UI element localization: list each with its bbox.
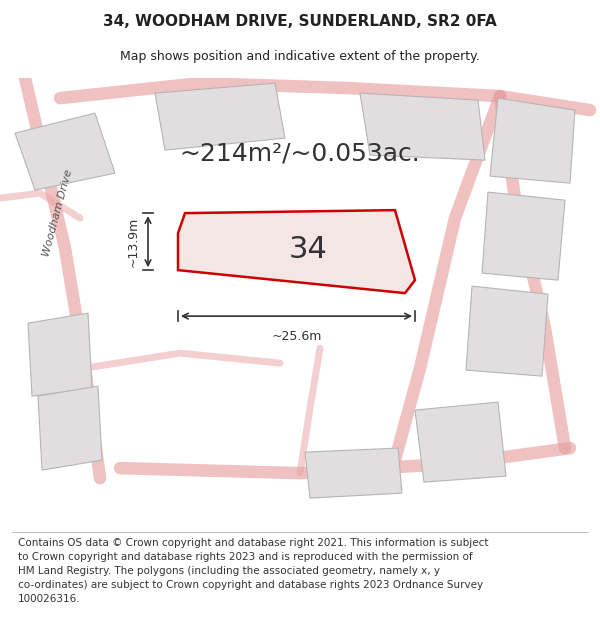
Text: ~13.9m: ~13.9m (127, 216, 140, 267)
Polygon shape (38, 386, 102, 470)
Polygon shape (360, 93, 485, 160)
Polygon shape (15, 113, 115, 190)
Polygon shape (305, 448, 402, 498)
Text: Map shows position and indicative extent of the property.: Map shows position and indicative extent… (120, 50, 480, 62)
Polygon shape (490, 98, 575, 183)
Text: 34: 34 (288, 236, 327, 264)
Text: ~214m²/~0.053ac.: ~214m²/~0.053ac. (179, 141, 421, 165)
Polygon shape (466, 286, 548, 376)
Text: Contains OS data © Crown copyright and database right 2021. This information is : Contains OS data © Crown copyright and d… (18, 538, 488, 604)
Text: ~25.6m: ~25.6m (271, 330, 322, 343)
Polygon shape (155, 83, 285, 150)
Polygon shape (28, 313, 92, 396)
Text: Woodham Drive: Woodham Drive (41, 169, 74, 258)
Polygon shape (178, 210, 415, 293)
Text: 34, WOODHAM DRIVE, SUNDERLAND, SR2 0FA: 34, WOODHAM DRIVE, SUNDERLAND, SR2 0FA (103, 14, 497, 29)
Polygon shape (482, 192, 565, 280)
Polygon shape (415, 402, 506, 482)
